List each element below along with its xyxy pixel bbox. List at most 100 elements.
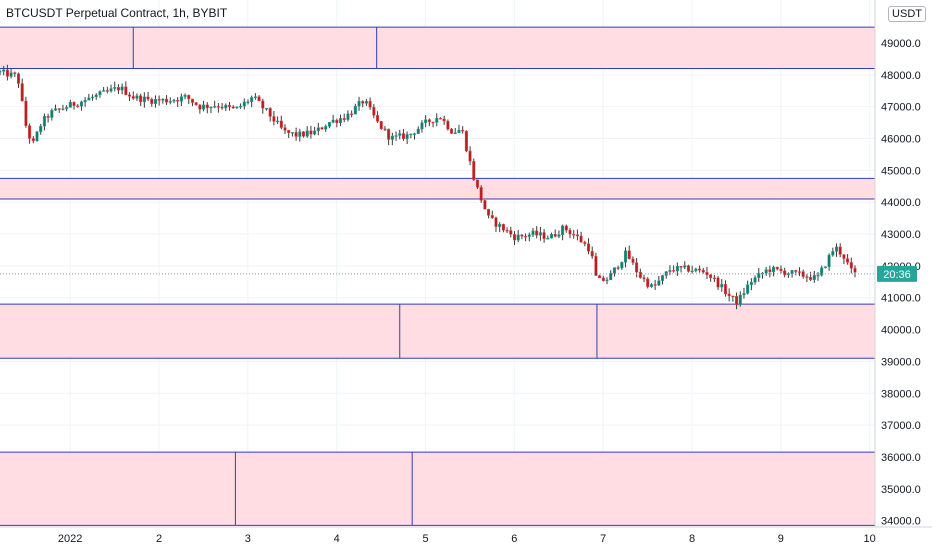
candle-body: [128, 94, 132, 97]
candle-body: [716, 277, 720, 288]
candle-body: [124, 86, 128, 96]
candle-body: [653, 284, 657, 286]
candle-body: [679, 266, 683, 268]
candle-body: [376, 115, 380, 122]
candle-body: [331, 119, 335, 123]
x-tick-label: 9: [778, 533, 784, 545]
candlestick-series: [0, 64, 857, 310]
axes: [0, 0, 932, 528]
candle-body: [675, 266, 679, 272]
countdown-tag: 20:36: [877, 265, 917, 282]
candle-body: [302, 131, 306, 137]
candle-body: [9, 72, 13, 77]
candle-body: [405, 134, 409, 140]
candle-body: [116, 87, 120, 91]
candle-body: [686, 265, 690, 272]
candle-body: [424, 119, 428, 123]
candle-body: [723, 283, 727, 295]
candle-body: [727, 293, 731, 297]
candle-body: [749, 282, 753, 285]
candle-body: [287, 130, 291, 134]
y-tick-label: 49000.0: [881, 38, 921, 50]
candle-body: [339, 118, 343, 124]
candle-body: [172, 100, 176, 102]
candle-body: [446, 120, 450, 130]
y-tick-label: 38000.0: [881, 388, 921, 400]
candle-body: [109, 88, 113, 92]
candle-body: [398, 133, 402, 136]
candle-body: [805, 276, 809, 278]
candle-body: [823, 266, 827, 268]
candle-body: [316, 127, 320, 132]
candle-body: [220, 106, 224, 109]
candle-body: [253, 96, 257, 98]
candle-body: [224, 104, 228, 109]
candle-body: [579, 235, 583, 243]
candle-body: [176, 100, 180, 102]
candle-body: [812, 275, 816, 280]
candle-body: [542, 232, 546, 239]
candle-body: [646, 278, 650, 287]
candle-body: [268, 108, 272, 117]
candle-body: [305, 130, 309, 137]
candle-body: [168, 101, 172, 103]
candle-body: [498, 224, 502, 227]
candle-body: [794, 270, 798, 272]
candle-body: [357, 101, 361, 107]
zone-fill: [0, 452, 875, 526]
y-tick-label: 34000.0: [881, 516, 921, 528]
candle-body: [661, 275, 665, 281]
candle-body: [416, 128, 420, 134]
candle-body: [335, 119, 339, 124]
candle-body: [264, 108, 268, 110]
candle-body: [420, 122, 424, 130]
candle-body: [50, 110, 54, 118]
y-tick-label: 46000.0: [881, 134, 921, 146]
candle-body: [797, 271, 801, 273]
candle-body: [227, 104, 231, 107]
candle-body: [250, 97, 254, 103]
candle-body: [768, 269, 772, 273]
candle-body: [649, 284, 653, 287]
candle-body: [557, 234, 561, 237]
candle-body: [28, 125, 32, 139]
candle-body: [87, 97, 91, 101]
candle-body: [17, 73, 21, 84]
candle-body: [738, 294, 742, 305]
candle-body: [213, 106, 217, 108]
candle-body: [364, 101, 368, 104]
candle-body: [568, 230, 572, 235]
candle-body: [672, 270, 676, 272]
candle-body: [183, 95, 187, 97]
candle-body: [313, 130, 317, 135]
candle-body: [594, 256, 598, 276]
candle-body: [505, 230, 509, 232]
candle-body: [550, 234, 554, 239]
x-tick-label: 6: [511, 533, 517, 545]
x-tick-label: 5: [422, 533, 428, 545]
candle-body: [427, 119, 431, 123]
candle-body: [612, 267, 616, 274]
supply-demand-zones: [0, 26, 875, 526]
candle-body: [668, 270, 672, 272]
x-tick-label: 10: [864, 533, 876, 545]
candle-body: [572, 233, 576, 236]
candle-body: [809, 276, 813, 280]
candle-body: [394, 135, 398, 137]
candle-body: [735, 296, 739, 305]
candle-body: [239, 105, 243, 108]
candle-body: [431, 121, 435, 124]
candle-body: [39, 125, 43, 133]
candle-body: [68, 101, 72, 108]
candle-body: [294, 132, 298, 137]
currency-selector[interactable]: USDT: [888, 6, 926, 22]
candle-body: [94, 94, 98, 98]
candle-body: [320, 127, 324, 130]
y-tick-label: 36000.0: [881, 452, 921, 464]
candle-body: [20, 83, 24, 102]
candle-body: [368, 101, 372, 108]
candle-body: [831, 251, 835, 256]
candle-body: [2, 69, 6, 72]
candle-body: [520, 234, 524, 237]
